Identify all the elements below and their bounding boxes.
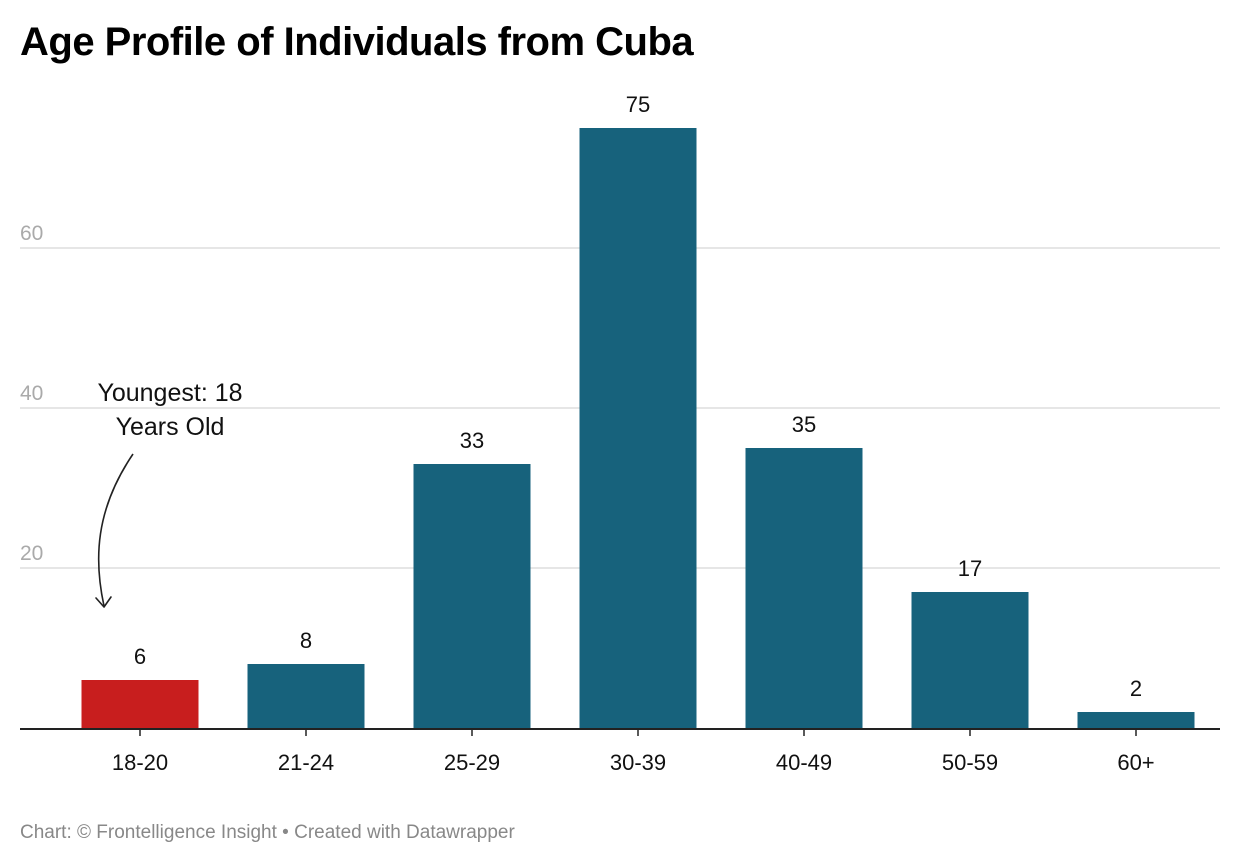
labels: 20 40 60 6 18-20 8 21-24 33 25-29 75 30-39 35 40-49 1… [20,92,1155,775]
chart-title: Age Profile of Individuals from Cuba [20,20,694,64]
x-tick-label-21-24: 21-24 [278,750,334,775]
bar-60+ [1077,712,1195,728]
chart-credit-footer: Chart: © Frontelligence Insight • Create… [20,822,515,843]
y-tick-label-20: 20 [20,542,43,565]
value-label-25-29: 33 [460,428,484,453]
y-tick-label-40: 40 [20,382,43,405]
value-label-30-39: 75 [626,92,650,117]
value-label-21-24: 8 [300,628,312,653]
x-tick-label-30-39: 30-39 [610,750,666,775]
x-tick-label-18-20: 18-20 [112,750,168,775]
x-tick-label-50-59: 50-59 [942,750,998,775]
y-tick-label-60: 60 [20,222,43,245]
annotation-arrow [97,453,134,607]
value-label-40-49: 35 [792,412,816,437]
bars [81,128,1195,728]
value-label-60+: 2 [1130,676,1142,701]
value-label-50-59: 17 [958,556,982,581]
x-tick-label-60+: 60+ [1117,750,1154,775]
bar-30-39 [579,128,697,728]
x-tick-label-40-49: 40-49 [776,750,832,775]
bar-18-20 [81,680,199,728]
annotation-line-1: Youngest: 18 [97,379,243,407]
bar-40-49 [745,448,863,728]
bar-25-29 [413,464,531,728]
bar-21-24 [247,664,365,728]
x-tick-label-25-29: 25-29 [444,750,500,775]
bar-50-59 [911,592,1029,728]
annotation-arrowhead [95,596,112,608]
value-label-18-20: 6 [134,644,146,669]
annotation-arrow-group [95,453,134,608]
annotation-text: Youngest: 18 Years Old [60,376,280,444]
annotation-line-2: Years Old [115,413,225,441]
